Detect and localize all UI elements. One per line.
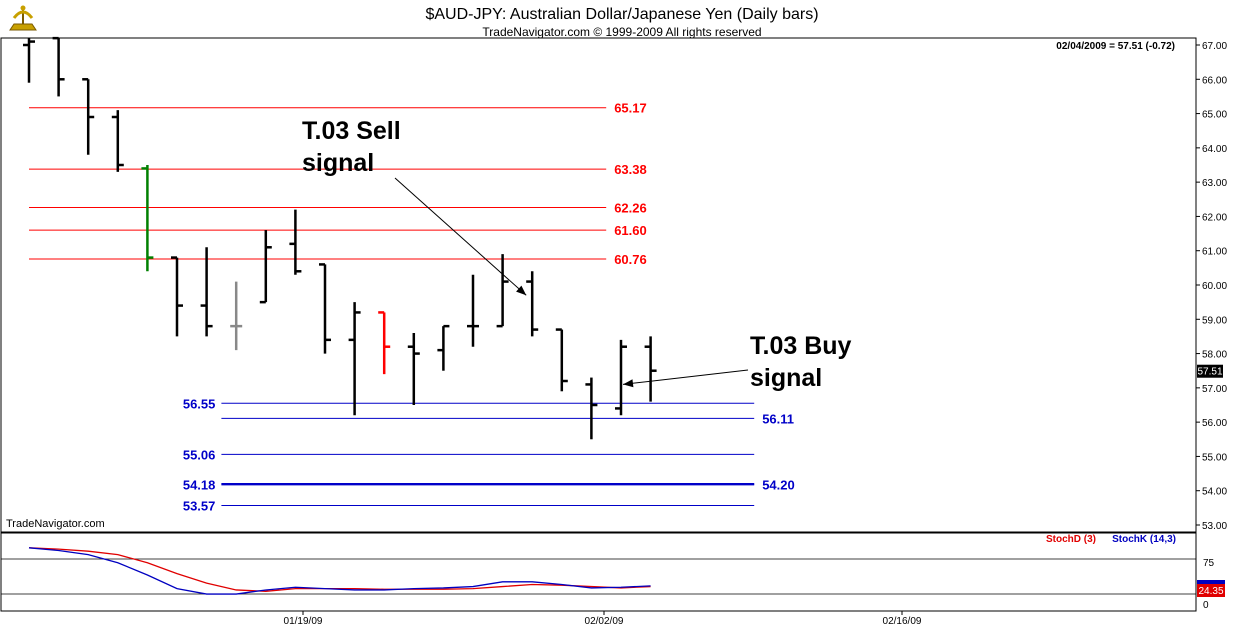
y-tick-label: 62.00 <box>1202 212 1227 223</box>
sextant-logo-icon <box>9 5 37 31</box>
quote-readout: 02/04/2009 = 57.51 (-0.72) <box>1056 41 1175 52</box>
level-label: 54.18 <box>183 478 216 493</box>
y-tick-label: 63.00 <box>1202 178 1227 189</box>
x-tick-label: 01/19/09 <box>284 616 323 627</box>
annotation-text: T.03 Sell <box>302 117 401 145</box>
signal-annotation: T.03 Sell signal <box>302 117 527 296</box>
annotation-text: T.03 Buy <box>750 332 852 360</box>
ohlc-bar <box>23 38 35 83</box>
ohlc-bar <box>348 302 361 416</box>
y-tick-label: 54.00 <box>1202 487 1227 498</box>
price-bars <box>23 36 657 440</box>
ohlc-bar <box>615 339 627 416</box>
y-tick-label: 64.00 <box>1202 144 1227 155</box>
level-label: 55.06 <box>183 447 216 462</box>
ohlc-bar <box>378 311 391 375</box>
indicator-value-label: 24.35 <box>1198 586 1223 597</box>
stoch-series-line <box>28 547 651 595</box>
y-tick-label: 53.00 <box>1202 521 1227 532</box>
date-axis: 01/19/09 02/02/09 02/16/09 <box>284 611 922 627</box>
level-label: 62.26 <box>614 201 647 216</box>
signal-annotation: T.03 Buy signal <box>622 332 852 392</box>
current-price-flag: 57.51 <box>1197 364 1223 378</box>
ohlc-bar <box>230 281 243 351</box>
y-tick-label: 65.00 <box>1202 110 1227 121</box>
y-tick-label: 60.00 <box>1202 281 1227 292</box>
indicator-pane <box>0 532 1197 612</box>
ohlc-bar <box>111 110 124 172</box>
annotation-arrow <box>394 177 527 296</box>
legend-stoch-k: StochK (14,3) <box>1112 534 1176 545</box>
ohlc-bar <box>289 209 302 275</box>
ohlc-bar <box>644 336 657 402</box>
level-label: 61.60 <box>614 223 647 238</box>
ohlc-bar <box>467 274 479 347</box>
chart-title: $AUD-JPY: Australian Dollar/Japanese Yen… <box>425 6 818 23</box>
support-resistance-levels: 65.17 63.38 62.26 61.60 60.76 56.55 56.11 55.06… <box>29 101 795 513</box>
annotation-text: signal <box>302 149 374 177</box>
ohlc-bar <box>496 254 509 328</box>
level-label: 56.11 <box>762 411 794 426</box>
level-label: 60.76 <box>614 252 647 267</box>
annotation-arrowhead <box>516 285 527 296</box>
ohlc-bar <box>52 36 65 97</box>
ohlc-bar <box>259 230 272 304</box>
x-tick-label: 02/16/09 <box>883 616 922 627</box>
price-axis: 67.00 66.00 65.00 64.00 63.00 62.00 61.00 60.00… <box>1196 41 1227 532</box>
ohlc-bar <box>200 247 213 337</box>
level-label: 53.57 <box>183 498 216 513</box>
y-tick-label: 57.00 <box>1202 384 1227 395</box>
x-tick-label: 02/02/09 <box>585 616 624 627</box>
chart-subtitle: TradeNavigator.com © 1999-2009 All right… <box>482 25 761 39</box>
stoch-tick-label: 0 <box>1203 600 1209 611</box>
y-tick-label: 55.00 <box>1202 452 1227 463</box>
annotation-arrowhead <box>623 379 634 388</box>
y-tick-label: 56.00 <box>1202 418 1227 429</box>
level-label: 54.20 <box>762 478 795 493</box>
ohlc-bar <box>171 256 183 337</box>
ohlc-bar <box>555 328 568 392</box>
y-tick-label: 61.00 <box>1202 247 1227 258</box>
ohlc-bar <box>585 377 598 440</box>
ohlc-bar <box>141 165 154 272</box>
level-label: 65.17 <box>614 101 647 116</box>
y-tick-label: 67.00 <box>1202 41 1227 52</box>
y-tick-label: 59.00 <box>1202 315 1227 326</box>
ohlc-bar <box>526 271 539 337</box>
stoch-series-line <box>28 547 651 592</box>
y-tick-label: 58.00 <box>1202 350 1227 361</box>
current-price-label: 57.51 <box>1197 367 1222 378</box>
annotation-text: signal <box>750 364 822 392</box>
y-tick-label: 66.00 <box>1202 75 1227 86</box>
watermark: TradeNavigator.com <box>6 518 105 530</box>
signal-annotations: T.03 Sell signal T.03 Buy signal <box>302 117 852 392</box>
legend-stoch-d: StochD (3) <box>1046 534 1096 545</box>
level-label: 56.55 <box>183 396 216 411</box>
ohlc-bar <box>319 263 331 354</box>
ohlc-bar <box>82 78 95 155</box>
annotation-arrow <box>622 369 749 385</box>
ohlc-bar <box>407 333 420 405</box>
level-label: 63.38 <box>614 162 647 177</box>
ohlc-bar <box>437 324 450 371</box>
price-pane <box>0 37 1197 533</box>
stochastic-lines <box>28 547 651 595</box>
indicator-value-flag: 24.35 <box>1197 580 1225 597</box>
stoch-tick-label: 75 <box>1203 558 1215 569</box>
